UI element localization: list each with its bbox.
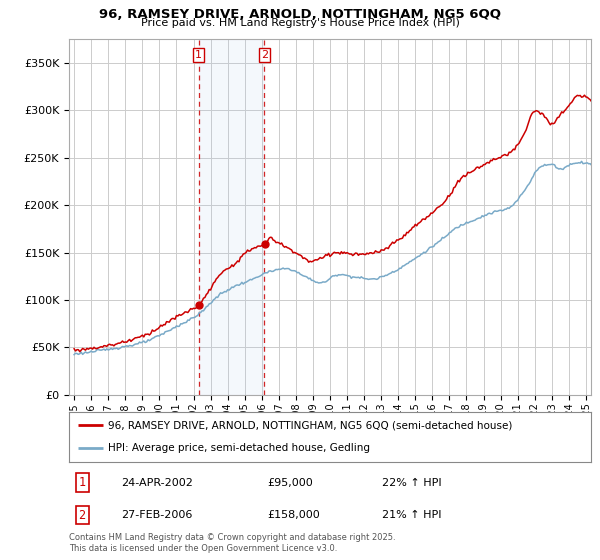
Text: Contains HM Land Registry data © Crown copyright and database right 2025.
This d: Contains HM Land Registry data © Crown c… xyxy=(69,533,395,553)
Text: 21% ↑ HPI: 21% ↑ HPI xyxy=(382,510,442,520)
Bar xyxy=(199,39,265,395)
Text: 2: 2 xyxy=(261,50,268,60)
Text: 96, RAMSEY DRIVE, ARNOLD, NOTTINGHAM, NG5 6QQ: 96, RAMSEY DRIVE, ARNOLD, NOTTINGHAM, NG… xyxy=(99,8,501,21)
Text: £95,000: £95,000 xyxy=(268,478,313,488)
Text: 2: 2 xyxy=(79,508,86,521)
Text: 24-APR-2002: 24-APR-2002 xyxy=(121,478,193,488)
Text: 1: 1 xyxy=(79,477,86,489)
Text: Price paid vs. HM Land Registry's House Price Index (HPI): Price paid vs. HM Land Registry's House … xyxy=(140,18,460,29)
Text: 1: 1 xyxy=(196,50,202,60)
Text: 22% ↑ HPI: 22% ↑ HPI xyxy=(382,478,442,488)
Text: £158,000: £158,000 xyxy=(268,510,320,520)
Text: 27-FEB-2006: 27-FEB-2006 xyxy=(121,510,193,520)
Text: 96, RAMSEY DRIVE, ARNOLD, NOTTINGHAM, NG5 6QQ (semi-detached house): 96, RAMSEY DRIVE, ARNOLD, NOTTINGHAM, NG… xyxy=(108,420,512,430)
Text: HPI: Average price, semi-detached house, Gedling: HPI: Average price, semi-detached house,… xyxy=(108,444,370,454)
